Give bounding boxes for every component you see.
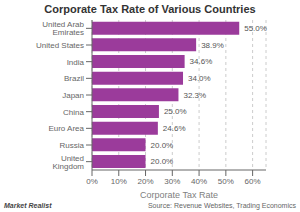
svg-text:38.9%: 38.9% <box>201 41 224 50</box>
svg-text:55.0%: 55.0% <box>244 24 267 33</box>
svg-text:India: India <box>67 58 85 67</box>
svg-text:Corporate Tax Rate: Corporate Tax Rate <box>140 190 218 200</box>
svg-text:Russia: Russia <box>60 141 85 150</box>
svg-text:32.3%: 32.3% <box>183 91 206 100</box>
svg-text:30%: 30% <box>164 177 180 186</box>
svg-text:0%: 0% <box>86 177 98 186</box>
svg-text:20%: 20% <box>138 177 154 186</box>
svg-text:34.6%: 34.6% <box>190 57 213 66</box>
svg-text:60%: 60% <box>245 177 261 186</box>
svg-text:40%: 40% <box>191 177 207 186</box>
svg-text:Japan: Japan <box>62 91 84 100</box>
html-text:Source: Revenue Websites, Trad: Source: Revenue Websites, Trading Econom… <box>147 202 296 209</box>
svg-text:United States: United States <box>36 41 84 50</box>
svg-text:34.0%: 34.0% <box>188 74 211 83</box>
svg-text:24.6%: 24.6% <box>163 124 186 133</box>
svg-text:10%: 10% <box>111 177 127 186</box>
svg-text:United ArabEmirates: United ArabEmirates <box>42 20 84 37</box>
svg-text:20.0%: 20.0% <box>151 157 174 166</box>
svg-text:50%: 50% <box>218 177 234 186</box>
html-text:Corporate Tax Rate of Various: Corporate Tax Rate of Various Countries <box>44 3 256 15</box>
svg-text:UnitedKingdom: UnitedKingdom <box>52 154 84 171</box>
svg-text:Euro Area: Euro Area <box>48 124 84 133</box>
html-text:Market Realist: Market Realist <box>4 202 52 209</box>
svg-text:25.0%: 25.0% <box>164 107 187 116</box>
svg-text:China: China <box>63 108 84 117</box>
svg-text:20.0%: 20.0% <box>151 141 174 150</box>
svg-text:Brazil: Brazil <box>64 74 84 83</box>
